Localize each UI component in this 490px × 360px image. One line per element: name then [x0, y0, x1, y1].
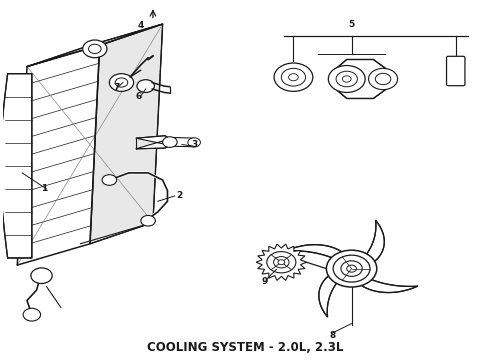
Polygon shape	[90, 24, 163, 244]
Circle shape	[102, 175, 117, 185]
Circle shape	[274, 63, 313, 91]
Circle shape	[188, 138, 200, 147]
Circle shape	[141, 215, 155, 226]
Polygon shape	[363, 220, 384, 265]
Circle shape	[23, 308, 41, 321]
Circle shape	[375, 73, 391, 85]
Text: 5: 5	[348, 19, 355, 28]
Circle shape	[341, 261, 362, 276]
Circle shape	[83, 40, 107, 58]
Text: 1: 1	[41, 184, 47, 193]
Circle shape	[333, 255, 370, 282]
Polygon shape	[332, 59, 388, 99]
FancyBboxPatch shape	[446, 56, 465, 86]
Circle shape	[326, 250, 377, 287]
Circle shape	[336, 71, 357, 87]
Circle shape	[328, 66, 365, 93]
Text: 3: 3	[191, 140, 197, 149]
Polygon shape	[256, 244, 307, 280]
Circle shape	[109, 74, 134, 91]
Polygon shape	[0, 74, 32, 258]
Circle shape	[368, 68, 397, 90]
Polygon shape	[319, 272, 341, 317]
Polygon shape	[80, 24, 163, 244]
Text: 6: 6	[135, 92, 142, 101]
Text: 9: 9	[261, 276, 268, 285]
Polygon shape	[27, 24, 163, 67]
Text: 7: 7	[113, 84, 120, 93]
Polygon shape	[17, 45, 99, 265]
Circle shape	[163, 137, 177, 147]
Circle shape	[267, 252, 296, 273]
Polygon shape	[286, 245, 347, 261]
Polygon shape	[136, 136, 170, 149]
Circle shape	[273, 257, 289, 268]
Polygon shape	[356, 276, 417, 293]
Text: 8: 8	[329, 332, 335, 341]
Text: COOLING SYSTEM - 2.0L, 2.3L: COOLING SYSTEM - 2.0L, 2.3L	[147, 341, 343, 354]
Circle shape	[347, 265, 356, 272]
Circle shape	[137, 80, 154, 93]
Circle shape	[31, 268, 52, 283]
Text: 4: 4	[138, 21, 144, 30]
Text: 2: 2	[176, 192, 183, 201]
Circle shape	[281, 68, 306, 86]
